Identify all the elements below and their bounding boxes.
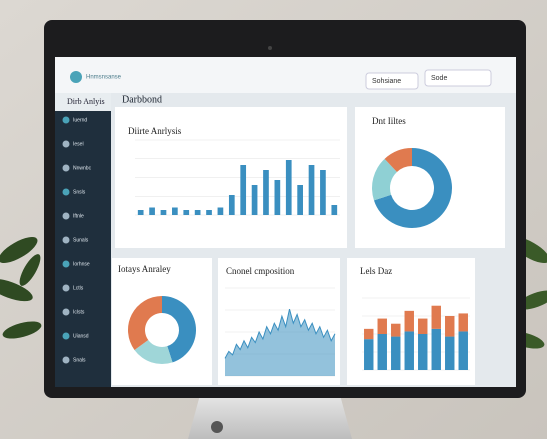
card-title: Lels Daz bbox=[360, 266, 392, 276]
nav-icon bbox=[62, 164, 70, 172]
area bbox=[225, 309, 335, 376]
nav: Iuernd Iesel Nnwnbc Snsls Iftnle Sunals Iorhns… bbox=[62, 116, 92, 364]
camera bbox=[268, 46, 272, 50]
nav-item[interactable]: Iftnle bbox=[73, 213, 84, 219]
bar-segment bbox=[364, 339, 374, 370]
bar bbox=[149, 207, 155, 215]
bar-segment bbox=[391, 323, 401, 337]
bar bbox=[172, 207, 178, 215]
bar bbox=[183, 210, 190, 215]
button[interactable] bbox=[365, 72, 419, 90]
nav-icon bbox=[62, 284, 70, 292]
bar bbox=[285, 160, 292, 215]
bar bbox=[206, 210, 212, 215]
bar bbox=[308, 165, 315, 215]
donut-segment bbox=[372, 158, 397, 201]
bar bbox=[274, 180, 281, 215]
bar-segment bbox=[458, 313, 468, 332]
bar bbox=[217, 207, 224, 215]
nav-icon bbox=[62, 212, 70, 220]
card-title: Iotays Anraley bbox=[118, 264, 171, 274]
bar-segment bbox=[404, 310, 414, 332]
line bbox=[224, 308, 336, 359]
nav-icon bbox=[62, 260, 70, 268]
bar bbox=[137, 210, 144, 215]
nav-icon bbox=[62, 140, 70, 148]
donut-segment bbox=[373, 148, 453, 228]
card-title: Cnonel cmposition bbox=[226, 266, 295, 276]
button[interactable] bbox=[424, 69, 492, 87]
bar-segment bbox=[431, 305, 441, 329]
nav-icon bbox=[62, 236, 70, 244]
button-label[interactable]: Sode bbox=[431, 75, 447, 82]
donut-segment bbox=[384, 148, 412, 172]
nav-item[interactable]: Snals bbox=[73, 357, 86, 363]
bar-segment bbox=[445, 316, 455, 337]
nav-icon bbox=[62, 188, 70, 196]
bar bbox=[320, 170, 326, 215]
bar bbox=[331, 205, 338, 215]
nav-item[interactable]: Iclsts bbox=[73, 309, 85, 315]
bar bbox=[240, 165, 247, 215]
bar-segment bbox=[404, 331, 414, 370]
bar-segment bbox=[377, 318, 387, 334]
stand bbox=[188, 395, 352, 439]
bar bbox=[228, 195, 235, 215]
donut-segment bbox=[134, 339, 173, 365]
bar bbox=[160, 210, 167, 215]
card bbox=[112, 258, 212, 385]
nav-item[interactable]: Lctls bbox=[73, 285, 84, 291]
card-title: Dnt Iiltes bbox=[372, 116, 406, 126]
nav-icon bbox=[62, 308, 70, 316]
bar-segment bbox=[458, 331, 468, 370]
nav-icon bbox=[62, 356, 70, 364]
nav-item[interactable]: Iesel bbox=[73, 141, 84, 147]
donut-segment bbox=[162, 295, 197, 363]
bar-segment bbox=[377, 334, 387, 370]
nav-item[interactable]: Iorhnse bbox=[73, 261, 90, 267]
sidebar-title: Dirb Anlyis bbox=[67, 97, 105, 106]
nav-icon bbox=[62, 116, 70, 124]
bar-segment bbox=[391, 336, 401, 370]
plant-left bbox=[0, 237, 42, 339]
bar bbox=[263, 170, 269, 215]
button-label[interactable]: Sohsiane bbox=[372, 78, 401, 85]
card-title: Diirte Anrlysis bbox=[128, 126, 182, 136]
bar bbox=[297, 185, 303, 215]
app-name: Hnmsnsanse bbox=[86, 75, 122, 81]
logo-mark bbox=[211, 421, 223, 433]
bar-segment bbox=[418, 318, 428, 334]
nav-item[interactable]: Uiansd bbox=[73, 333, 89, 339]
nav-item[interactable]: Snsls bbox=[73, 189, 86, 195]
bar-segment bbox=[364, 328, 374, 340]
bar-segment bbox=[418, 334, 428, 370]
bar-segment bbox=[431, 328, 441, 370]
nav-item[interactable]: Sunals bbox=[73, 237, 89, 243]
nav-icon bbox=[62, 332, 70, 340]
app-logo bbox=[70, 71, 82, 83]
nav-item[interactable]: Nnwnbc bbox=[73, 165, 92, 171]
page-title: Darbbond bbox=[122, 94, 162, 105]
donut-segment bbox=[127, 296, 162, 350]
nav-item[interactable]: Iuernd bbox=[73, 117, 87, 123]
sidebar-head bbox=[55, 93, 111, 111]
bar bbox=[194, 210, 201, 215]
bar bbox=[251, 185, 258, 215]
bar-segment bbox=[445, 336, 455, 370]
